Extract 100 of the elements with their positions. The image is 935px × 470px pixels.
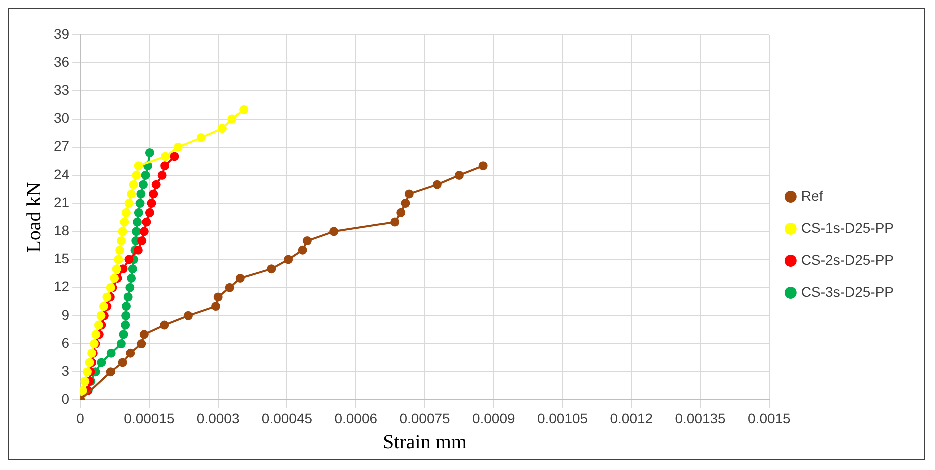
x-tick-label: 0.0006 <box>334 410 378 426</box>
point <box>142 218 152 227</box>
point <box>124 199 134 208</box>
y-tick-label: 12 <box>54 278 70 295</box>
point <box>267 264 276 274</box>
point <box>137 340 146 349</box>
point <box>94 320 104 330</box>
y-tick-label: 0 <box>62 391 70 408</box>
point <box>122 208 131 218</box>
point <box>174 142 183 152</box>
y-tick-label: 36 <box>54 54 70 70</box>
point <box>132 227 142 236</box>
point <box>147 199 156 208</box>
x-tick-label: 0.0012 <box>610 410 654 426</box>
x-tick-label: 0.00075 <box>400 410 451 426</box>
point <box>390 218 400 227</box>
point <box>80 376 90 386</box>
point <box>161 152 170 162</box>
y-tick-label: 33 <box>54 82 70 98</box>
point <box>129 180 138 190</box>
point <box>96 311 106 320</box>
point <box>92 330 101 340</box>
point <box>134 162 144 171</box>
point <box>85 358 94 368</box>
point <box>124 255 134 264</box>
point <box>298 246 308 255</box>
point <box>136 190 146 199</box>
point <box>116 340 126 349</box>
point <box>124 292 133 302</box>
legend-label: CS-2s-D25-PP <box>801 252 894 268</box>
y-tick-label: 30 <box>54 110 70 126</box>
point <box>240 105 249 114</box>
point <box>106 368 116 377</box>
y-tick-label: 21 <box>54 194 70 210</box>
legend-label: CS-1s-D25-PP <box>801 220 894 236</box>
point <box>116 246 125 255</box>
point <box>160 162 170 171</box>
point <box>228 114 237 124</box>
point <box>196 134 206 143</box>
point <box>120 218 130 227</box>
y-tick-label: 39 <box>54 26 70 42</box>
point <box>122 311 131 320</box>
point <box>110 274 120 283</box>
point <box>158 170 167 180</box>
point <box>114 255 124 264</box>
point <box>136 199 145 208</box>
point <box>149 190 158 199</box>
y-tick-label: 18 <box>54 222 70 239</box>
point <box>170 152 180 162</box>
point <box>214 292 223 302</box>
point <box>396 208 406 218</box>
y-axis-title: Load kN <box>23 182 46 253</box>
point <box>236 274 245 283</box>
x-tick-label: 0.00135 <box>675 410 726 426</box>
point <box>141 170 150 180</box>
x-tick-label: 0.00045 <box>262 410 313 426</box>
point <box>119 330 128 340</box>
legend-label: Ref <box>801 188 824 204</box>
y-tick-label: 6 <box>62 334 70 351</box>
point <box>160 320 170 330</box>
point <box>127 190 136 199</box>
point <box>225 283 234 292</box>
point <box>454 170 464 180</box>
point <box>401 199 410 208</box>
point <box>134 246 143 255</box>
x-tick-label: 0.0009 <box>472 410 516 426</box>
point <box>102 292 112 302</box>
point <box>284 255 294 264</box>
point <box>122 302 131 312</box>
point <box>145 148 154 158</box>
point <box>126 283 135 292</box>
point <box>133 218 142 227</box>
point <box>132 170 142 180</box>
point <box>116 236 126 246</box>
point <box>82 368 92 377</box>
point <box>184 311 193 320</box>
point <box>121 320 130 330</box>
point <box>118 358 128 368</box>
point <box>97 358 106 368</box>
point <box>140 227 149 236</box>
point <box>128 264 138 274</box>
y-tick-label: 15 <box>54 250 70 267</box>
point <box>138 180 148 190</box>
point <box>330 227 339 236</box>
y-tick-label: 24 <box>54 166 70 182</box>
y-tick-label: 3 <box>62 362 70 379</box>
point <box>127 274 136 283</box>
y-tick-label: 9 <box>62 306 70 323</box>
point <box>118 227 128 236</box>
x-tick-label: 0.00105 <box>537 410 588 426</box>
point <box>404 190 414 199</box>
point <box>126 348 136 358</box>
point <box>152 180 161 190</box>
point <box>134 208 144 218</box>
point <box>112 264 122 274</box>
y-tick-label: 27 <box>54 138 70 154</box>
x-tick-label: 0 <box>76 410 85 426</box>
point <box>218 124 227 134</box>
legend-label: CS-3s-D25-PP <box>801 284 894 300</box>
x-tick-label: 0.0015 <box>748 410 792 426</box>
